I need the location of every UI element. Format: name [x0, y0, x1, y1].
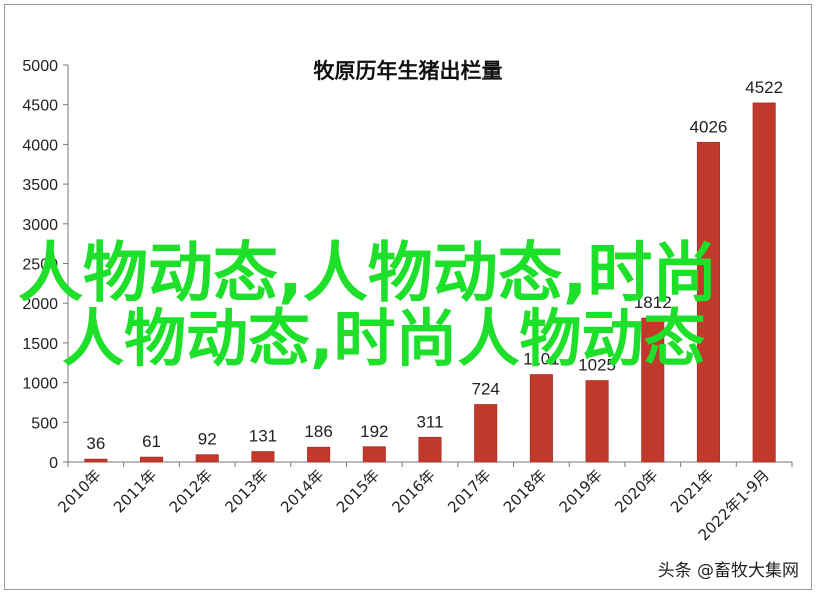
x-category-label: 2020年: [611, 466, 661, 516]
bar: [84, 458, 108, 463]
overlay-text-line1: 人物动态,人物动态,时尚: [18, 236, 718, 311]
overlay-text-line2: 人物动态,时尚人物动态: [62, 302, 706, 375]
data-label: 724: [472, 380, 500, 399]
y-tick-label: 3000: [22, 217, 58, 234]
x-category-label: 2011年: [110, 466, 160, 516]
bar: [474, 404, 498, 463]
y-tick-label: 1500: [22, 336, 58, 353]
data-label: 192: [360, 422, 388, 441]
bar: [696, 141, 720, 463]
data-labels: 36 61 92 131 186 192 311 724 1101 1025 1812 4026 452…: [86, 78, 783, 453]
x-category-label: 2018年: [500, 466, 550, 516]
y-tick-label: 2500: [22, 257, 58, 274]
watermark: 头条 @畜牧大集网: [657, 561, 799, 581]
bar: [418, 436, 442, 463]
x-axis: 2010年 2011年 2012年 2013年 2014年 2015年 2016年 2017年…: [54, 461, 793, 544]
bar: [752, 102, 776, 463]
data-label: 131: [249, 427, 277, 446]
x-category-label: 2012年: [166, 466, 216, 516]
y-tick-label: 5000: [22, 58, 58, 75]
bar: [251, 451, 275, 463]
x-category-label: 2016年: [388, 466, 438, 516]
bars: [84, 102, 776, 463]
bar: [529, 374, 553, 463]
x-category-label: 2019年: [556, 466, 606, 516]
data-label: 311: [416, 412, 443, 431]
x-category-label: 2015年: [333, 466, 383, 516]
y-tick-label: 1000: [22, 376, 58, 393]
x-category-label: 2013年: [221, 466, 271, 516]
bar: [641, 317, 665, 463]
y-tick-label: 4000: [22, 137, 58, 154]
data-label: 4522: [745, 78, 783, 97]
y-tick-label: 2000: [22, 296, 58, 313]
x-category-label: 2010年: [54, 466, 104, 516]
data-label: 92: [198, 430, 217, 449]
data-label: 1101: [523, 350, 560, 369]
data-label: 36: [86, 434, 105, 453]
data-label: 1812: [634, 293, 672, 312]
data-label: 4026: [690, 117, 728, 136]
bar: [307, 446, 331, 463]
y-axis: 0 500 1000 1500 2000 2500 3000 3500 4000 4500 5000: [22, 58, 69, 472]
data-label: 61: [142, 432, 161, 451]
y-tick-label: 3500: [22, 177, 58, 194]
y-tick-label: 500: [31, 415, 58, 432]
x-category-label: 2014年: [277, 466, 327, 516]
chart-title: 牧原历年生猪出栏量: [314, 58, 503, 83]
bar: [585, 380, 609, 463]
x-category-label: 2021年: [667, 466, 717, 516]
data-label: 186: [304, 422, 332, 441]
y-tick-label: 4500: [22, 98, 58, 115]
chart-frame: [4, 4, 812, 590]
data-label: 1025: [578, 356, 616, 375]
bar: [195, 454, 219, 463]
x-category-label: 2017年: [444, 466, 494, 516]
bar: [362, 446, 386, 463]
y-tick-label: 0: [49, 455, 58, 472]
bar: [139, 456, 164, 463]
